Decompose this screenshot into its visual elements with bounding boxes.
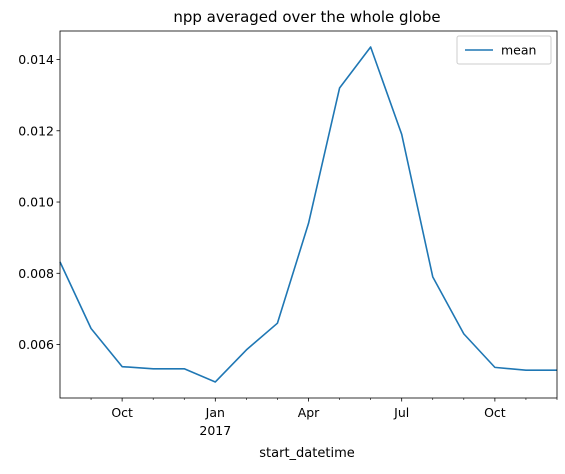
data-point (214, 381, 216, 383)
x-tick-label: Jul (393, 405, 409, 420)
legend: mean (456, 35, 552, 65)
series-line-mean (59, 46, 557, 383)
data-point (277, 322, 279, 324)
series-layer (59, 46, 557, 383)
x-axis-label: start_datetime (259, 446, 354, 461)
y-tick-label: 0.010 (18, 195, 54, 210)
x-tick-label: Oct (111, 405, 133, 420)
data-point (370, 46, 372, 48)
data-point (494, 366, 496, 368)
data-point (152, 368, 154, 370)
x-tick-label: Oct (484, 405, 506, 420)
data-point (525, 369, 527, 371)
data-point (245, 349, 247, 351)
data-point (401, 133, 403, 135)
y-tick-label: 0.006 (18, 337, 54, 352)
data-point (432, 276, 434, 278)
x-axis-ticks: Oct Jan 2017 Apr Jul Oct (90, 398, 558, 438)
data-point (339, 87, 341, 89)
y-tick-label: 0.014 (18, 52, 54, 67)
data-point (183, 368, 185, 370)
chart-title: npp averaged over the whole globe (173, 8, 440, 26)
data-point (90, 328, 92, 330)
data-point (121, 366, 123, 368)
x-tick-label: Apr (298, 405, 320, 420)
legend-box (456, 35, 552, 65)
plot-frame (59, 30, 558, 399)
x-tick-label: Jan (205, 405, 225, 420)
x-tick-year-label: 2017 (199, 423, 231, 438)
data-point (463, 333, 465, 335)
y-tick-label: 0.012 (18, 123, 54, 138)
legend-label-mean: mean (501, 43, 536, 58)
y-tick-label: 0.008 (18, 266, 54, 281)
y-axis-ticks: 0.006 0.008 0.010 0.012 0.014 (18, 52, 60, 352)
data-point (308, 223, 310, 225)
